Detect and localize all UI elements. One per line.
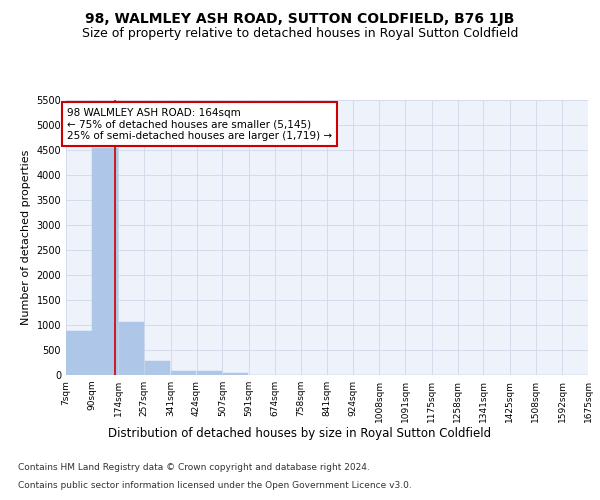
Text: 98 WALMLEY ASH ROAD: 164sqm
← 75% of detached houses are smaller (5,145)
25% of : 98 WALMLEY ASH ROAD: 164sqm ← 75% of det… (67, 108, 332, 140)
Y-axis label: Number of detached properties: Number of detached properties (21, 150, 31, 325)
Bar (145, 361, 170, 375)
Text: 98, WALMLEY ASH ROAD, SUTTON COLDFIELD, B76 1JB: 98, WALMLEY ASH ROAD, SUTTON COLDFIELD, … (85, 12, 515, 26)
Bar (197, 371, 222, 375)
Text: Size of property relative to detached houses in Royal Sutton Coldfield: Size of property relative to detached ho… (82, 28, 518, 40)
Text: Contains public sector information licensed under the Open Government Licence v3: Contains public sector information licen… (18, 481, 412, 490)
Bar (92, 148, 118, 375)
Text: Contains HM Land Registry data © Crown copyright and database right 2024.: Contains HM Land Registry data © Crown c… (18, 464, 370, 472)
Text: Distribution of detached houses by size in Royal Sutton Coldfield: Distribution of detached houses by size … (109, 428, 491, 440)
Bar (223, 372, 248, 375)
Bar (119, 322, 144, 375)
Bar (66, 331, 92, 375)
Bar (171, 370, 196, 375)
